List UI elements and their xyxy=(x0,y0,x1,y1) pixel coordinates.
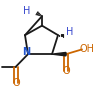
Text: O: O xyxy=(12,78,20,88)
Text: H: H xyxy=(23,6,31,16)
Text: H: H xyxy=(66,27,74,37)
Text: OH: OH xyxy=(80,44,95,54)
Text: O: O xyxy=(62,66,70,76)
Text: N: N xyxy=(22,47,31,57)
Polygon shape xyxy=(52,52,66,56)
